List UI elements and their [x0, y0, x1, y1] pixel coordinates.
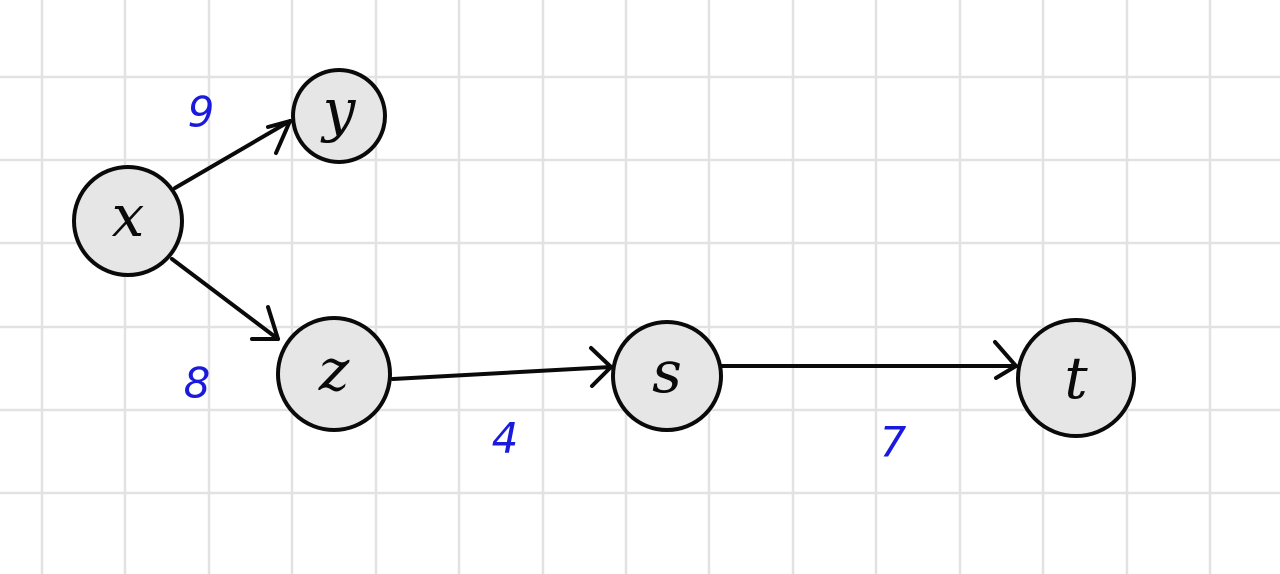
- node-y-label: y: [320, 76, 357, 144]
- node-s-circle: [611, 320, 723, 432]
- edge-line-z-s: [391, 365, 613, 381]
- edge-s-t: [720, 340, 1018, 380]
- edge-x-y: [173, 119, 292, 190]
- arrowhead-s-t-icon: [993, 340, 1018, 380]
- node-s-label: s: [652, 338, 682, 406]
- weight-z-s: 4: [492, 414, 519, 463]
- edges: [170, 119, 1018, 388]
- edge-line-x-y: [173, 119, 292, 190]
- edge-line-x-z: [170, 257, 280, 341]
- nodes: x y z s t: [72, 68, 1136, 438]
- node-s[interactable]: s: [611, 320, 723, 432]
- arrowhead-x-z-icon: [250, 305, 280, 341]
- weight-x-z: 8: [184, 359, 211, 408]
- node-t[interactable]: t: [1016, 318, 1136, 438]
- node-y-circle: [291, 68, 387, 164]
- edge-weights: 9 8 4 7: [184, 88, 907, 467]
- node-y[interactable]: y: [291, 68, 387, 164]
- edge-z-s: [391, 346, 613, 388]
- weight-x-y: 9: [188, 88, 215, 137]
- node-t-circle: [1016, 318, 1136, 438]
- node-z[interactable]: z: [276, 316, 392, 432]
- node-x-label: x: [112, 182, 145, 250]
- arrowhead-x-y-icon: [266, 119, 292, 155]
- node-t-label: t: [1064, 344, 1088, 412]
- node-z-circle: [276, 316, 392, 432]
- node-z-label: z: [318, 336, 350, 404]
- node-x[interactable]: x: [72, 165, 184, 277]
- node-x-circle: [72, 165, 184, 277]
- arrowhead-z-s-icon: [589, 346, 613, 388]
- edge-x-z: [170, 257, 280, 341]
- weight-s-t: 7: [880, 418, 907, 467]
